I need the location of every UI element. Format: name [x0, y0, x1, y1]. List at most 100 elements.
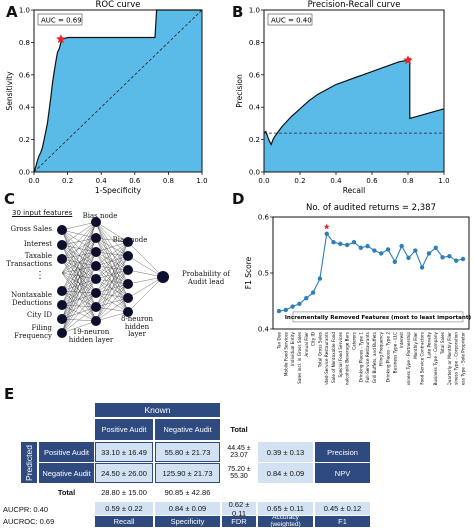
nn-connection	[61, 221, 97, 231]
input-node	[57, 300, 67, 310]
feature-interest: Interest	[23, 240, 52, 248]
input-node	[57, 314, 67, 324]
f1-category-label: Quarterly or Monthly Filer	[447, 332, 452, 385]
panel-letter-a: A	[6, 3, 18, 21]
feature-city-id: City ID	[27, 311, 52, 319]
f1-point	[331, 240, 336, 245]
nn-connection	[61, 237, 97, 306]
f1-category-label: Caterers	[351, 332, 356, 350]
f1-ytick-label: 0.6	[258, 214, 270, 222]
f1-point	[453, 258, 459, 263]
feature-nontaxable-deductions: Nontaxable Deductions	[11, 291, 52, 307]
nn-connection	[61, 221, 97, 306]
hidden2-node	[123, 293, 133, 303]
output-node	[157, 271, 169, 283]
nn-connection	[61, 306, 97, 334]
hidden1-node	[91, 261, 101, 271]
f1-category-label: Monthly Filer	[413, 332, 418, 359]
nn-connection	[61, 278, 97, 334]
f1-category-label: Sale of Nontaxable Food	[331, 332, 336, 383]
nn-diagram	[57, 217, 169, 338]
fdr-label: FDR	[222, 516, 256, 527]
col-header-positive: Positive Audit	[95, 419, 153, 440]
pr-chart: 0.0 0.2 0.4 0.6 0.8 1.0 0.0 0.2 0.4 0.6 0.8 1.0 Prec…	[235, 0, 450, 195]
nn-connection	[61, 229, 97, 294]
nn-connection	[127, 255, 164, 278]
f1-point	[426, 251, 432, 256]
nn-connection	[61, 229, 97, 322]
roc-xtick-label: 0.0	[28, 177, 39, 185]
f1-point	[297, 301, 302, 306]
nn-connection	[95, 265, 129, 313]
f1-point	[372, 248, 377, 253]
panel-letter-d: D	[232, 190, 245, 208]
nn-connection	[61, 272, 97, 308]
roc-ytick-label: 1.0	[19, 7, 30, 15]
hidden2-node	[123, 279, 133, 289]
nn-connection	[61, 258, 97, 280]
f1-series-line	[278, 232, 464, 312]
hidden1-node	[91, 302, 101, 312]
f1-category-label: Nonalcoholic Beverage Bars	[345, 332, 350, 385]
roc-xtick-label: 0.4	[96, 177, 108, 185]
roc-frame	[33, 9, 203, 173]
pr-xtick-label: 0.8	[402, 177, 413, 185]
roc-ytick-label: 0.2	[19, 136, 30, 144]
f1-point	[358, 245, 363, 250]
pr-ytick-label: 0.4	[249, 104, 261, 112]
specificity-label: Specificity	[155, 516, 220, 527]
nn-connection	[127, 276, 164, 299]
nn-connection	[127, 276, 164, 313]
nn-connection	[61, 229, 97, 280]
nn-connection	[61, 229, 97, 308]
f1-xlabel-box	[292, 311, 464, 323]
f1-point	[276, 308, 282, 314]
hidden-layer-1-label: 19-neuron hidden layer	[68, 328, 114, 344]
f1-category-label: Food Service Contractors	[420, 332, 425, 385]
f1-title: No. of audited returns = 2,387	[306, 203, 436, 213]
hidden1-node	[91, 288, 101, 298]
input-node	[57, 225, 67, 235]
pr-annotation-box	[267, 13, 313, 26]
panel-letter-e: E	[4, 385, 15, 403]
known-header: Known	[95, 403, 220, 417]
output-label: Probability of Audit lead	[182, 270, 230, 286]
f1-category-label: Tax Due	[277, 332, 282, 350]
precision-value: 0.39 ± 0.13	[258, 442, 313, 462]
f1-point	[351, 240, 357, 245]
bias-node-label-1: Bias node	[82, 212, 118, 220]
f1-category-label: Total Sales	[440, 332, 445, 355]
f1-category-label: Business Type - Sole Proprietor	[461, 332, 466, 385]
accuracy-value: 0.65 ± 0.11	[258, 502, 313, 515]
roc-xtick-label: 0.6	[129, 177, 141, 185]
nn-connection	[95, 265, 129, 299]
f1-value: 0.45 ± 0.12	[315, 502, 370, 515]
f1-label: F1	[315, 516, 370, 527]
nn-connection	[95, 241, 129, 253]
pr-xlabel: Recall	[343, 186, 365, 195]
nn-connection	[61, 221, 97, 334]
col-pos-total: 28.80 ± 15.00	[95, 485, 153, 499]
ellipsis-features: ⋮	[35, 270, 45, 281]
pr-marker-star	[403, 55, 413, 65]
total-header-right: Total	[222, 419, 256, 440]
pr-curve-line	[263, 57, 445, 146]
nn-connection	[95, 241, 129, 280]
f1-point	[324, 231, 329, 236]
nn-connection	[95, 255, 129, 267]
input-features-title: 30 input features	[12, 209, 73, 217]
f1-category-label: Drinking Places - Type 1	[358, 332, 363, 382]
recall-value: 0.59 ± 0.22	[95, 502, 153, 515]
nn-connection	[61, 229, 97, 253]
hidden1-node	[91, 247, 101, 257]
pr-xtick-label: 0.6	[366, 177, 378, 185]
f1-point	[310, 290, 316, 295]
roc-xlabel: 1-Specificity	[95, 186, 142, 195]
nn-connection	[61, 251, 97, 274]
row-neg-total: 75.20 ± 55.30	[222, 463, 256, 483]
pr-area	[264, 58, 444, 172]
feature-filing-frequency: Filing Frequency	[14, 324, 52, 340]
panel-letter-c: C	[4, 190, 16, 208]
nn-connection	[95, 241, 129, 267]
feature-gross-sales: Gross Sales	[10, 225, 52, 233]
